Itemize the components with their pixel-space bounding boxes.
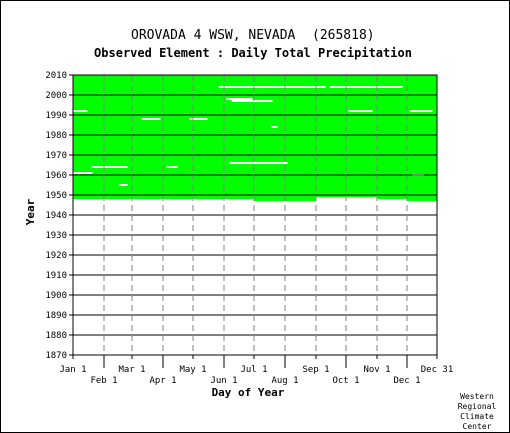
x-axis-label: Day of Year <box>212 386 285 399</box>
missing-data-gap <box>348 110 373 112</box>
x-tick-label: Nov 1 <box>363 365 390 375</box>
x-tick-label: Mar 1 <box>118 365 145 375</box>
x-tick-label: Aug 1 <box>271 376 298 386</box>
missing-data-gap <box>226 98 253 100</box>
missing-data-gap <box>119 184 128 186</box>
y-tick-label: 1870 <box>45 351 67 361</box>
credit-line-4: Center <box>463 422 492 431</box>
y-tick-label: 2010 <box>45 71 67 81</box>
x-tick-label: Dec 31 <box>421 365 454 375</box>
x-tick-label: Jun 1 <box>210 376 237 386</box>
missing-data-gap <box>329 86 403 88</box>
missing-data-gap <box>166 166 178 168</box>
data-coverage-bar <box>376 75 407 199</box>
missing-data-gap <box>189 118 208 120</box>
data-coverage-bar <box>406 75 438 201</box>
x-tick-label: Jul 1 <box>240 365 267 375</box>
x-axis-ticks: Jan 1 Mar 1 May 1 Jul 1 Sep 1 Nov 1 Dec 31 Feb … <box>59 355 453 386</box>
chart-title: OROVADA 4 WSW, NEVADA <box>131 28 296 43</box>
y-tick-label: 1940 <box>45 211 67 221</box>
x-tick-label: Jan 1 <box>59 365 86 375</box>
y-tick-label: 1930 <box>45 231 67 241</box>
y-tick-label: 1890 <box>45 311 67 321</box>
y-axis-label: Year <box>24 198 37 225</box>
y-tick-label: 2000 <box>45 91 67 101</box>
y-tick-label: 1920 <box>45 251 67 261</box>
x-tick-label: Apr 1 <box>149 376 176 386</box>
y-tick-label: 1950 <box>45 191 67 201</box>
y-tick-label: 1990 <box>45 111 67 121</box>
missing-data-gap <box>91 166 128 168</box>
missing-data-gap <box>271 126 278 128</box>
grid-layer <box>73 75 437 355</box>
missing-data-gap <box>72 172 93 174</box>
missing-data-gap <box>231 100 273 102</box>
x-tick-label: Oct 1 <box>332 376 359 386</box>
missing-data-gap <box>141 118 161 120</box>
y-axis-ticks: 1870 1880 1890 1900 1910 1920 1930 1940 1950 1960… <box>45 71 73 361</box>
y-tick-label: 1980 <box>45 131 67 141</box>
x-tick-label: Dec 1 <box>393 376 420 386</box>
x-tick-label: May 1 <box>179 365 206 375</box>
x-tick-label: Feb 1 <box>90 376 117 386</box>
credit-line-1: Western <box>460 392 494 401</box>
credit-line-2: Regional <box>458 402 497 411</box>
missing-data-gap <box>218 86 326 88</box>
credit-line-3: Climate <box>460 412 494 421</box>
y-tick-label: 1900 <box>45 291 67 301</box>
data-layer <box>72 75 438 201</box>
station-id: (265818) <box>312 28 375 43</box>
missing-data-gap <box>409 110 433 112</box>
missing-data-gap <box>229 162 288 164</box>
y-tick-label: 1970 <box>45 151 67 161</box>
y-tick-label: 1880 <box>45 331 67 341</box>
chart-subtitle: Observed Element : Daily Total Precipita… <box>94 46 412 60</box>
y-tick-label: 1960 <box>45 171 67 181</box>
y-tick-label: 1910 <box>45 271 67 281</box>
x-tick-label: Sep 1 <box>302 365 329 375</box>
missing-data-gap <box>72 110 88 112</box>
